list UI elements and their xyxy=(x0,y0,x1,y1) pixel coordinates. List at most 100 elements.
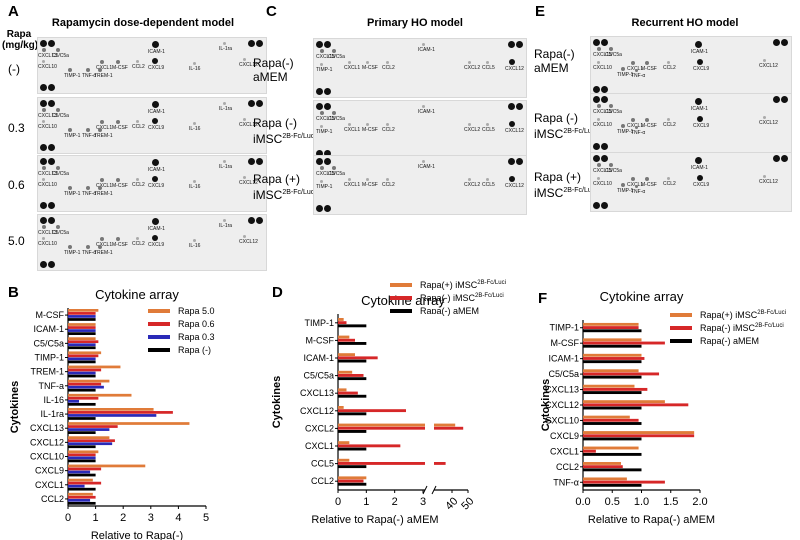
spot-label: TNF-α xyxy=(82,191,97,197)
reference-spot xyxy=(316,158,323,165)
spot-label: M-CSF xyxy=(362,127,378,133)
spot-label: TREM-1 xyxy=(94,191,113,197)
category-tick-label: M-CSF xyxy=(306,335,335,345)
cytokine-spot xyxy=(645,61,649,65)
spot-label: ICAM-1 xyxy=(148,109,165,115)
spot-label: TIMP-1 xyxy=(316,67,333,73)
row-label-sup: 2B-Fc/Luci xyxy=(563,128,597,135)
spot-label: C5/C5a xyxy=(328,171,345,177)
cytokine-spot xyxy=(100,237,104,241)
bar-rapa-0-3 xyxy=(68,414,157,417)
reference-spot xyxy=(40,84,47,91)
spot-label: CXCL12 xyxy=(239,239,258,245)
spot-label: C5/C5a xyxy=(52,113,69,119)
cytokine-spot xyxy=(621,67,625,71)
x-tick-label: 1.0 xyxy=(634,496,649,508)
spot-label: TREM-1 xyxy=(94,73,113,79)
panel-a-title: Rapamycin dose-dependent model xyxy=(51,17,235,29)
cytokine-spot xyxy=(42,178,45,181)
spot-label: M-CSF xyxy=(641,123,657,129)
blot-membrane: CXCL13C5/C5aCXCL10TIMP-1CXCL1M-CSFTNF-αC… xyxy=(590,93,792,153)
spot-label: C5/C5a xyxy=(328,116,345,122)
cytokine-spot xyxy=(193,62,196,65)
cytokine-spot xyxy=(422,43,425,46)
cytokine-spot xyxy=(486,123,489,126)
legend-swatch xyxy=(670,326,692,330)
category-tick-label: ICAM-1 xyxy=(303,353,334,363)
bar-rapa-0-6 xyxy=(68,453,96,457)
cytokine-spot xyxy=(86,245,90,249)
x-tick-label: 40 xyxy=(443,495,460,512)
bar-rapa-0-3 xyxy=(68,371,96,375)
bar-rapa-imsc xyxy=(583,357,645,360)
reference-spot xyxy=(516,158,523,165)
bar-rapa-amem xyxy=(338,430,367,433)
spot-label: CXCL12 xyxy=(759,179,778,185)
legend-swatch xyxy=(148,348,170,352)
reference-spot xyxy=(593,155,600,162)
legend-swatch xyxy=(390,283,412,287)
cytokine-spot xyxy=(635,126,638,129)
category-tick-label: ICAM-1 xyxy=(33,324,64,334)
dose-row-label: 0.6 xyxy=(8,178,25,192)
legend-label: Rapa 0.6 xyxy=(178,319,215,329)
spot-label: IL-16 xyxy=(189,66,201,72)
cytokine-spot xyxy=(695,157,702,164)
cytokine-spot xyxy=(348,123,351,126)
reference-spot xyxy=(324,88,331,95)
bar-rapa-imsc xyxy=(583,372,660,376)
cytokine-spot xyxy=(223,42,226,45)
bar-rapa-imsc xyxy=(583,338,642,342)
x-tick-label: 0.5 xyxy=(605,496,620,508)
bar-rapa-0-6 xyxy=(68,396,99,400)
reference-spot xyxy=(593,202,600,209)
panel-f-letter: F xyxy=(538,290,548,307)
category-tick-label: CXCL2 xyxy=(305,423,334,433)
cytokine-spot xyxy=(193,122,196,125)
panel-e-title: Recurrent HO model xyxy=(631,17,739,29)
bar-rapa-amem xyxy=(338,412,367,416)
bar-rapa-imsc xyxy=(583,418,639,422)
cytokine-spot xyxy=(422,160,425,163)
cytokine-spot xyxy=(42,166,46,170)
bar-rapa- xyxy=(68,402,96,406)
bar-rapa- xyxy=(68,318,96,321)
legend-sup: 2B-Fc/Luci xyxy=(757,310,786,316)
reference-spot xyxy=(256,217,263,224)
legend-sup: 2B-Fc/Luci xyxy=(755,323,784,329)
bar-rapa-imsc xyxy=(338,321,347,325)
legend-label: Rapa(-) iMSC2B-Fc/Luci xyxy=(700,323,784,333)
spot-label: CXCL13 xyxy=(316,171,335,177)
spot-label: CXCL13 xyxy=(38,53,57,59)
spot-label: CCL2 xyxy=(382,182,395,188)
spot-label: CXCL9 xyxy=(148,183,165,189)
cytokine-spot xyxy=(152,118,158,124)
reference-spot xyxy=(516,41,523,48)
spot-label: C5/C5a xyxy=(52,171,69,177)
reference-spot xyxy=(601,39,608,46)
cytokine-spot xyxy=(68,68,72,72)
cytokine-spot xyxy=(621,183,625,187)
spot-label: CCL2 xyxy=(382,127,395,133)
bar-rapa-0-3 xyxy=(68,428,110,431)
x-tick-label: 3 xyxy=(420,496,426,508)
x-tick-label: 0.0 xyxy=(575,496,590,508)
reference-spot xyxy=(593,143,600,150)
x-tick-label: 5 xyxy=(203,512,209,524)
spot-label: CCL2 xyxy=(132,241,145,247)
spot-label: CXCL1 xyxy=(344,127,361,133)
reference-spot xyxy=(48,202,55,209)
category-tick-label: C5/C5a xyxy=(548,369,579,379)
blot-membrane: CXCL13 C5/C5a CXCL10 CXCL1 M-CSF CCL2 TIMP-1 TN… xyxy=(37,37,267,94)
spot-label: CXCL13 xyxy=(316,116,335,122)
reference-spot xyxy=(316,88,323,95)
bar-rapa-0-6 xyxy=(68,382,102,386)
reference-spot xyxy=(593,39,600,46)
spot-label: M-CSF xyxy=(112,242,128,248)
spot-label: CXCL13 xyxy=(38,171,57,177)
category-tick-label: M-CSF xyxy=(551,338,580,348)
cytokine-spot xyxy=(332,49,336,53)
spot-label: CCL2 xyxy=(132,64,145,70)
blot-membrane: CXCL13 C5/C5a CXCL10 CXCL1 M-CSF CCL2 TIMP-1 TN… xyxy=(37,214,267,271)
cytokine-spot xyxy=(42,225,46,229)
